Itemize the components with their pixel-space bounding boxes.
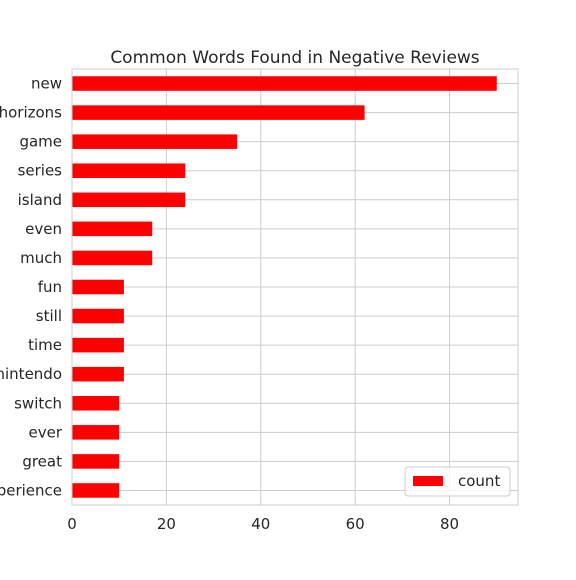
legend-label: count bbox=[458, 472, 500, 490]
chart-title: Common Words Found in Negative Reviews bbox=[110, 48, 479, 68]
bar-much bbox=[72, 251, 152, 266]
y-tick-label: great bbox=[22, 452, 62, 470]
x-tick-label: 60 bbox=[346, 515, 365, 533]
y-tick-label: horizons bbox=[0, 104, 62, 122]
bar-ever bbox=[72, 425, 119, 440]
x-tick-label: 0 bbox=[67, 515, 77, 533]
y-tick-label: fun bbox=[38, 278, 62, 296]
bar-switch bbox=[72, 396, 119, 411]
bar-fun bbox=[72, 280, 124, 295]
bar-series bbox=[72, 163, 185, 178]
x-tick-labels: 0 20 40 60 80 bbox=[67, 515, 459, 533]
y-tick-label: time bbox=[28, 336, 62, 354]
bar-new bbox=[72, 76, 497, 91]
bar-great bbox=[72, 454, 119, 469]
legend: count bbox=[405, 467, 510, 496]
y-tick-label: nintendo bbox=[0, 365, 62, 383]
bar-island bbox=[72, 193, 185, 208]
x-tick-label: 40 bbox=[251, 515, 270, 533]
y-tick-label: much bbox=[20, 249, 62, 267]
y-tick-label: switch bbox=[14, 394, 62, 412]
bar-experience bbox=[72, 483, 119, 498]
y-tick-label: even bbox=[25, 220, 62, 238]
bar-horizons bbox=[72, 105, 365, 120]
y-tick-label: game bbox=[19, 133, 62, 151]
y-tick-label: experience bbox=[0, 481, 62, 499]
bar-still bbox=[72, 309, 124, 324]
y-tick-label: series bbox=[18, 162, 63, 180]
y-tick-labels: new horizons game series island even much fun st… bbox=[0, 75, 63, 500]
bar-time bbox=[72, 338, 124, 353]
x-tick-label: 20 bbox=[157, 515, 176, 533]
y-tick-label: island bbox=[18, 191, 62, 209]
legend-swatch bbox=[413, 476, 443, 486]
y-tick-label: new bbox=[31, 75, 62, 93]
y-tick-label: ever bbox=[28, 423, 62, 441]
x-tick-label: 80 bbox=[440, 515, 459, 533]
bar-game bbox=[72, 134, 237, 149]
y-tick-label: still bbox=[36, 307, 62, 325]
bar-nintendo bbox=[72, 367, 124, 382]
bar-even bbox=[72, 222, 152, 237]
